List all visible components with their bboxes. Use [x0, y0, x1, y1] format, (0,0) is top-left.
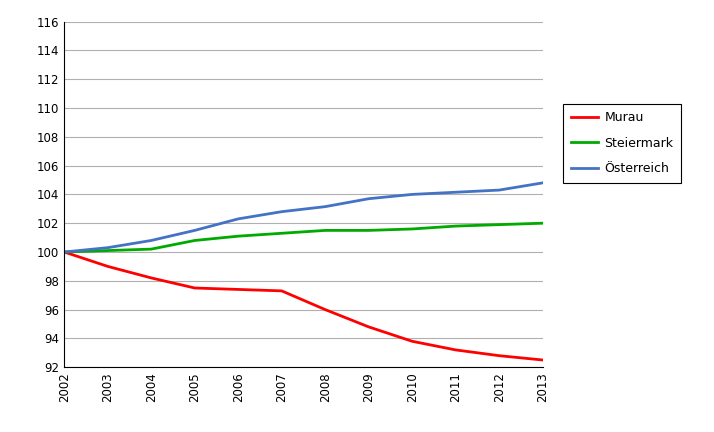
Steiermark [234, 234, 243, 239]
Murau [234, 287, 243, 292]
Murau [451, 347, 460, 353]
Murau [191, 286, 199, 291]
Österreich [364, 196, 373, 201]
Österreich [104, 245, 112, 250]
Murau [364, 324, 373, 330]
Murau [321, 307, 329, 312]
Österreich [191, 228, 199, 233]
Österreich [451, 190, 460, 195]
Murau [495, 353, 503, 358]
Murau [278, 288, 286, 293]
Murau [147, 275, 156, 280]
Steiermark [538, 221, 547, 226]
Steiermark [104, 248, 112, 253]
Steiermark [451, 223, 460, 229]
Österreich [408, 192, 416, 197]
Steiermark [321, 228, 329, 233]
Murau [104, 264, 112, 269]
Steiermark [147, 247, 156, 252]
Murau [60, 249, 69, 254]
Line: Steiermark: Steiermark [64, 223, 543, 252]
Österreich [538, 180, 547, 185]
Österreich [147, 238, 156, 243]
Legend: Murau, Steiermark, Österreich: Murau, Steiermark, Österreich [563, 104, 681, 183]
Line: Murau: Murau [64, 252, 543, 360]
Murau [538, 357, 547, 362]
Steiermark [364, 228, 373, 233]
Österreich [495, 187, 503, 193]
Steiermark [495, 222, 503, 227]
Österreich [60, 249, 69, 254]
Österreich [321, 204, 329, 209]
Steiermark [60, 249, 69, 254]
Steiermark [408, 226, 416, 232]
Steiermark [191, 238, 199, 243]
Line: Österreich: Österreich [64, 183, 543, 252]
Murau [408, 339, 416, 344]
Steiermark [278, 231, 286, 236]
Österreich [278, 209, 286, 214]
Österreich [234, 216, 243, 222]
